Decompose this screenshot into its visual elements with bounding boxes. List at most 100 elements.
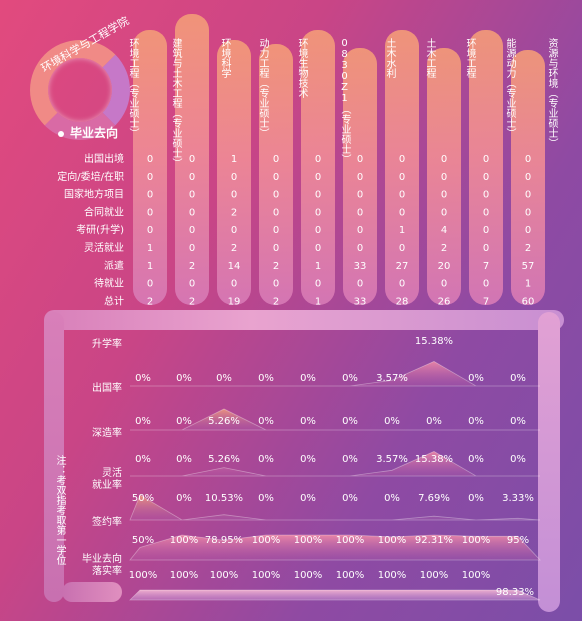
data-label: 0% bbox=[258, 493, 274, 504]
table-cell: 0 bbox=[315, 225, 321, 236]
data-label: 100% bbox=[294, 570, 323, 581]
table-cell: 0 bbox=[357, 243, 363, 254]
row-label: 派遣 bbox=[104, 259, 124, 272]
data-label: 100% bbox=[294, 535, 323, 546]
area-series-5 bbox=[129, 534, 541, 561]
table-cell: 28 bbox=[396, 296, 409, 307]
area-series-4 bbox=[129, 494, 541, 521]
table-cell: 0 bbox=[147, 207, 153, 218]
data-label: 0% bbox=[426, 416, 442, 427]
column-header-8: 土木工程 bbox=[424, 38, 435, 78]
table-cell: 0 bbox=[315, 190, 321, 201]
row-label: 考研(升学) bbox=[76, 223, 124, 236]
data-label: 92.31% bbox=[415, 535, 453, 546]
column-bar-2 bbox=[175, 14, 209, 305]
table-cell: 0 bbox=[273, 154, 279, 165]
table-cell: 33 bbox=[354, 296, 367, 307]
data-label: 15.38% bbox=[415, 336, 453, 347]
table-cell: 0 bbox=[525, 190, 531, 201]
series-name: 升学率 bbox=[92, 337, 122, 350]
column-header-11: 资源与环境（专业硕士） bbox=[546, 38, 557, 148]
data-label: 5.26% bbox=[208, 454, 240, 465]
table-cell: 0 bbox=[525, 154, 531, 165]
data-label: 100% bbox=[170, 570, 199, 581]
data-label: 100% bbox=[252, 570, 281, 581]
table-cell: 0 bbox=[483, 172, 489, 183]
table-cell: 1 bbox=[525, 279, 531, 290]
table-cell: 20 bbox=[438, 261, 451, 272]
data-label: 50% bbox=[132, 493, 154, 504]
table-cell: 0 bbox=[231, 279, 237, 290]
table-cell: 0 bbox=[315, 279, 321, 290]
area-series-6 bbox=[129, 589, 541, 601]
bullet-icon bbox=[58, 130, 64, 137]
column-header-10: 能源动力（专业硕士） bbox=[504, 38, 515, 138]
chart-frame-bottom bbox=[62, 582, 122, 602]
table-cell: 2 bbox=[441, 243, 447, 254]
data-label: 0% bbox=[176, 416, 192, 427]
data-label: 15.38% bbox=[415, 454, 453, 465]
data-label: 0% bbox=[510, 373, 526, 384]
column-bar-1 bbox=[133, 30, 167, 305]
data-label: 100% bbox=[462, 535, 491, 546]
chart-frame-top bbox=[44, 310, 564, 330]
data-label: 0% bbox=[176, 493, 192, 504]
table-cell: 0 bbox=[189, 279, 195, 290]
column-header-9: 环境工程 bbox=[464, 38, 475, 78]
table-cell: 0 bbox=[357, 279, 363, 290]
table-cell: 0 bbox=[189, 190, 195, 201]
table-cell: 0 bbox=[147, 225, 153, 236]
table-cell: 0 bbox=[483, 154, 489, 165]
data-label: 3.57% bbox=[376, 454, 408, 465]
data-label: 10.53% bbox=[205, 493, 243, 504]
table-cell: 0 bbox=[315, 172, 321, 183]
column-bar-3 bbox=[217, 40, 251, 305]
table-cell: 2 bbox=[189, 296, 195, 307]
column-bar-6 bbox=[343, 48, 377, 305]
data-label: 0% bbox=[342, 373, 358, 384]
table-cell: 0 bbox=[399, 243, 405, 254]
series-name: 灵活 bbox=[102, 467, 122, 479]
data-label: 100% bbox=[210, 570, 239, 581]
area-series-3 bbox=[130, 450, 540, 477]
table-cell: 0 bbox=[315, 243, 321, 254]
data-label: 0% bbox=[468, 454, 484, 465]
table-cell: 0 bbox=[399, 172, 405, 183]
table-cell: 0 bbox=[273, 172, 279, 183]
table-cell: 19 bbox=[228, 296, 241, 307]
data-label: 0% bbox=[342, 493, 358, 504]
data-label: 0% bbox=[384, 493, 400, 504]
table-cell: 0 bbox=[357, 172, 363, 183]
column-bar-9 bbox=[469, 30, 503, 305]
table-cell: 0 bbox=[399, 207, 405, 218]
table-cell: 0 bbox=[357, 225, 363, 236]
column-bar-4 bbox=[259, 44, 293, 305]
data-label: 0% bbox=[135, 373, 151, 384]
data-label: 100% bbox=[378, 570, 407, 581]
data-label: 0% bbox=[510, 454, 526, 465]
row-label: 总计 bbox=[104, 294, 124, 307]
chart-frame-left bbox=[44, 312, 64, 602]
series-name: 就业率 bbox=[92, 478, 122, 491]
data-label: 0% bbox=[135, 416, 151, 427]
data-label: 0% bbox=[300, 454, 316, 465]
data-label: 0% bbox=[258, 454, 274, 465]
table-cell: 2 bbox=[273, 261, 279, 272]
data-label: 5.26% bbox=[208, 416, 240, 427]
table-cell: 0 bbox=[525, 225, 531, 236]
data-label: 0% bbox=[342, 416, 358, 427]
data-label: 0% bbox=[342, 454, 358, 465]
data-label: 0% bbox=[176, 454, 192, 465]
column-header-4: 动力工程（专业硕士） bbox=[257, 38, 268, 138]
table-cell: 0 bbox=[441, 207, 447, 218]
data-label: 100% bbox=[336, 535, 365, 546]
table-cell: 0 bbox=[315, 207, 321, 218]
table-cell: 4 bbox=[441, 225, 447, 236]
table-cell: 0 bbox=[189, 243, 195, 254]
data-label: 0% bbox=[300, 416, 316, 427]
table-cell: 14 bbox=[228, 261, 241, 272]
table-cell: 0 bbox=[273, 279, 279, 290]
data-label: 0% bbox=[300, 373, 316, 384]
row-label: 灵活就业 bbox=[84, 241, 124, 254]
